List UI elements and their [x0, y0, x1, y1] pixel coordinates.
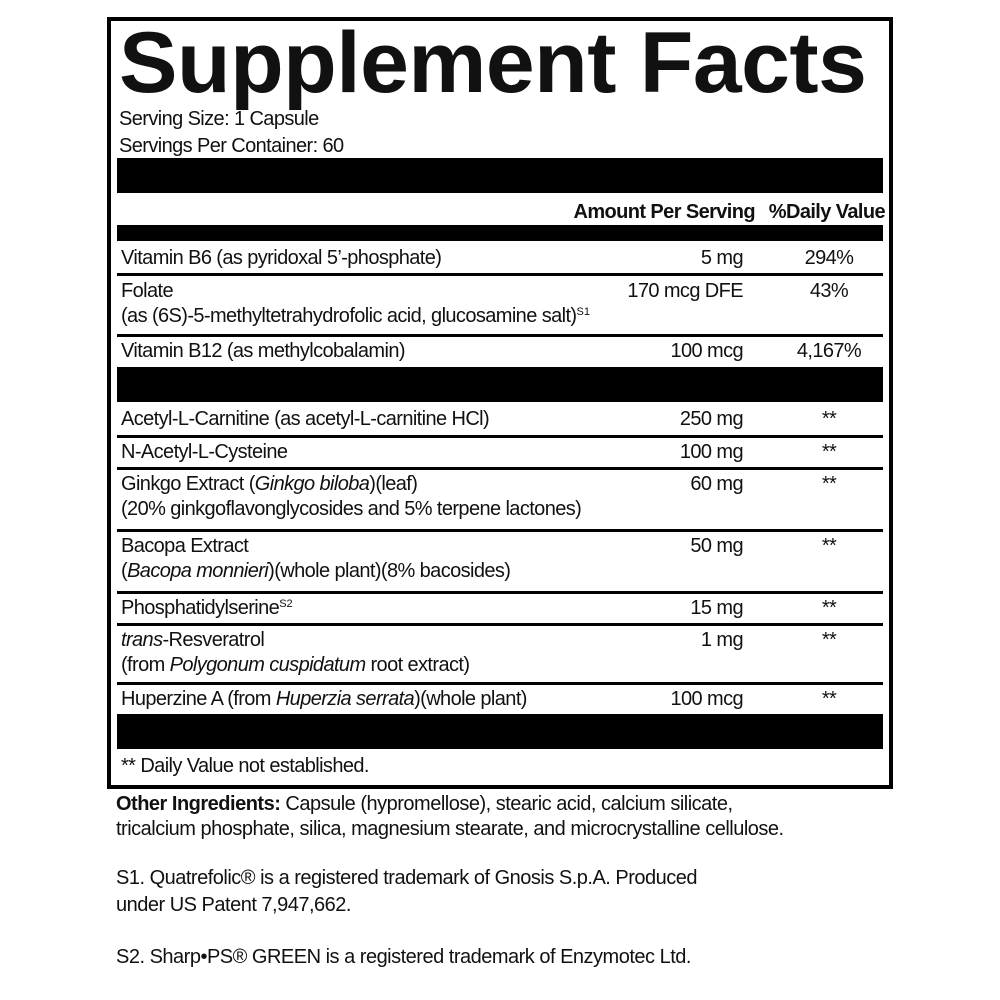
divider-bar	[117, 225, 883, 241]
row-divider	[117, 334, 883, 337]
ingredient-amount: 50 mg	[690, 535, 743, 557]
ingredient-name: Huperzine A (from Huperzia serrata)(whol…	[121, 688, 527, 710]
ingredient-name: N-Acetyl-L-Cysteine	[121, 441, 288, 463]
row-divider	[117, 682, 883, 685]
panel-title: Supplement Facts	[119, 15, 867, 111]
row-divider	[117, 435, 883, 438]
ingredient-name: Bacopa Extract	[121, 535, 249, 557]
ingredient-amount: 100 mg	[679, 441, 744, 463]
ingredient-amount: 1 mg	[700, 629, 744, 651]
ingredient-name: Ginkgo Extract (Ginkgo biloba)(leaf)	[121, 473, 418, 495]
daily-value-footnote: ** Daily Value not established.	[121, 755, 369, 777]
nutrient-source: (as (6S)-5-methyltetrahydrofolic acid, g…	[121, 305, 577, 327]
ingredient-dv: **	[821, 408, 837, 430]
servings-per-container: Servings Per Container: 60	[119, 135, 344, 157]
ingredient-source: (20% ginkgoflavonglycosides and 5% terpe…	[121, 498, 582, 520]
ingredient-source: (Bacopa monnieri)(whole plant)(8% bacosi…	[121, 560, 511, 582]
header-daily-value: %Daily Value	[768, 201, 886, 223]
divider-bar	[117, 158, 883, 193]
note-s1: S1. Quatrefolic® is a registered tradema…	[116, 867, 698, 889]
nutrient-dv: 4,167%	[796, 340, 862, 362]
serving-size: Serving Size: 1 Capsule	[119, 108, 319, 130]
footnote-ref: S1	[576, 306, 590, 318]
ingredient-dv: **	[821, 535, 837, 557]
nutrient-dv: 43%	[809, 280, 849, 302]
divider-bar	[117, 714, 883, 749]
other-ingredients-label: Other Ingredients:	[116, 793, 281, 815]
ingredient-source: (from Polygonum cuspidatum root extract)	[121, 654, 470, 676]
ingredient-name: PhosphatidylserineS2	[121, 597, 293, 619]
header-amount: Amount Per Serving	[573, 201, 756, 223]
ingredient-dv: **	[821, 597, 837, 619]
ingredient-dv: **	[821, 473, 837, 495]
nutrient-amount: 5 mg	[700, 247, 744, 269]
note-s2: S2. Sharp•PS® GREEN is a registered trad…	[116, 946, 691, 968]
ingredient-dv: **	[821, 441, 837, 463]
note-s1-line2: under US Patent 7,947,662.	[116, 894, 351, 916]
nutrient-amount: 100 mcg	[670, 340, 743, 362]
row-divider	[117, 623, 883, 626]
footnote-ref: S2	[279, 598, 293, 610]
nutrient-name: Vitamin B12 (as methylcobalamin)	[121, 340, 406, 362]
ingredient-dv: **	[821, 629, 837, 651]
ingredient-amount: 250 mg	[679, 408, 744, 430]
other-ingredients-line2: tricalcium phosphate, silica, magnesium …	[116, 818, 784, 840]
row-divider	[117, 467, 883, 470]
row-divider	[117, 273, 883, 276]
ingredient-name: Acetyl-L-Carnitine (as acetyl-L-carnitin…	[121, 408, 490, 430]
row-divider	[117, 529, 883, 532]
row-divider	[117, 591, 883, 594]
ingredient-name: trans-Resveratrol	[121, 629, 265, 651]
nutrient-name: Folate	[121, 280, 174, 302]
ingredient-amount: 100 mcg	[670, 688, 743, 710]
divider-bar	[117, 367, 883, 402]
supplement-facts-panel: Supplement Facts Serving Size: 1 Capsule…	[107, 15, 893, 789]
ingredient-amount: 15 mg	[690, 597, 743, 619]
ingredient-dv: **	[821, 688, 837, 710]
ingredient-amount: 60 mg	[690, 473, 743, 495]
other-ingredients: Other Ingredients: Capsule (hypromellose…	[116, 793, 733, 815]
nutrient-dv: 294%	[804, 247, 854, 269]
nutrient-amount: 170 mcg DFE	[627, 280, 743, 302]
nutrient-name: Vitamin B6 (as pyridoxal 5’-phosphate)	[121, 247, 442, 269]
